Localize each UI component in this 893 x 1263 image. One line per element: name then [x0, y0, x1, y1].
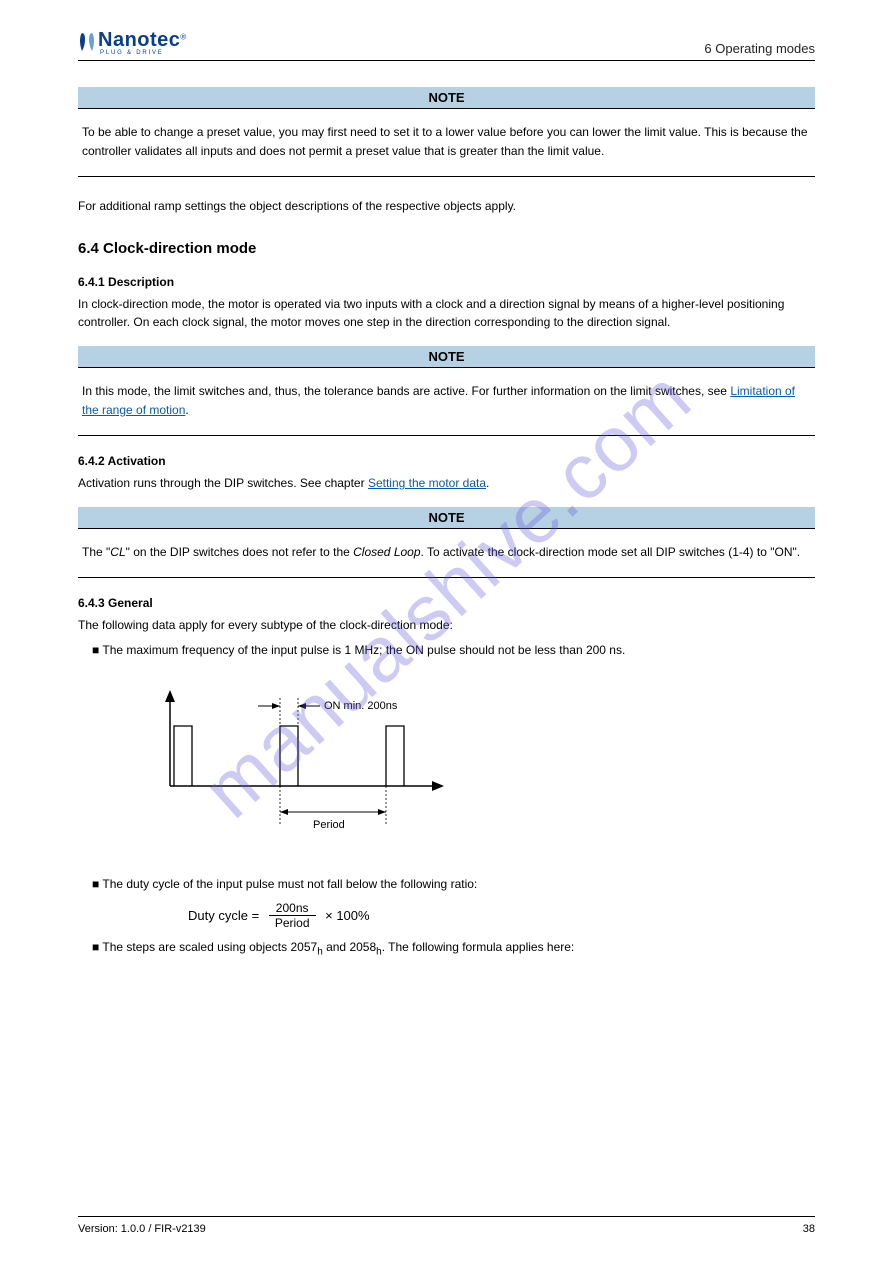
text: The steps are scaled using objects 2057: [102, 940, 317, 954]
heading-activation: 6.4.2 Activation: [78, 454, 815, 468]
note-body: To be able to change a preset value, you…: [78, 109, 815, 177]
page-section-label: 6 Operating modes: [704, 41, 815, 56]
text: The duty cycle of the input pulse must n…: [102, 877, 477, 891]
formula-den: Period: [269, 916, 316, 930]
logo-mark-icon: [78, 31, 96, 55]
footer-version: Version: 1.0.0 / FIR-v2139: [78, 1223, 206, 1235]
formula-rhs: × 100%: [325, 908, 369, 923]
paragraph: For additional ramp settings the object …: [78, 197, 815, 216]
note-box-3: NOTE The "CL" on the DIP switches does n…: [78, 507, 815, 579]
text: . The following formula applies here:: [382, 940, 575, 954]
period-label: Period: [313, 819, 345, 831]
heading-general: 6.4.3 General: [78, 596, 815, 610]
timing-diagram: ON min. 200ns Period: [138, 676, 468, 856]
logo: Nanotec® PLUG & DRIVE: [78, 30, 186, 56]
text: Activation runs through the DIP switches…: [78, 476, 368, 490]
note-text: To be able to change a preset value, you…: [82, 123, 811, 160]
formula-lhs: Duty cycle: [188, 908, 248, 923]
formula-num: 200ns: [269, 901, 316, 916]
logo-subtitle: PLUG & DRIVE: [100, 50, 186, 56]
heading-description: 6.4.1 Description: [78, 275, 815, 289]
page-footer: Version: 1.0.0 / FIR-v2139 38: [78, 1216, 815, 1235]
link-setting-motor-data[interactable]: Setting the motor data: [368, 476, 486, 490]
text: The maximum frequency of the input pulse…: [102, 643, 625, 657]
note-title: NOTE: [78, 87, 815, 109]
bullet-steps: ■ The steps are scaled using objects 205…: [92, 938, 815, 960]
footer-rule: [78, 1216, 815, 1217]
text: and: [323, 940, 350, 954]
note-text: The "CL" on the DIP switches does not re…: [82, 543, 811, 562]
bullet-duty: ■ The duty cycle of the input pulse must…: [92, 875, 815, 894]
general-paragraph: The following data apply for every subty…: [78, 616, 815, 635]
note-title: NOTE: [78, 346, 815, 368]
on-min-label: ON min. 200ns: [324, 700, 398, 712]
logo-reg-icon: ®: [180, 33, 186, 42]
footer-page-number: 38: [803, 1223, 815, 1235]
description-paragraph: In clock-direction mode, the motor is op…: [78, 295, 815, 332]
note-box-2: NOTE In this mode, the limit switches an…: [78, 346, 815, 436]
link-limitation[interactable]: Limitation of the range of motion: [82, 384, 795, 417]
note-title: NOTE: [78, 507, 815, 529]
note-box-1: NOTE To be able to change a preset value…: [78, 87, 815, 177]
page-header: Nanotec® PLUG & DRIVE 6 Operating modes: [78, 30, 815, 56]
logo-word: Nanotec: [98, 29, 180, 51]
bullet-freq: ■ The maximum frequency of the input pul…: [92, 641, 815, 660]
text: 2058: [349, 940, 376, 954]
heading-clock-direction: 6.4 Clock-direction mode: [78, 240, 815, 257]
formula-frac: 200ns Period: [269, 901, 316, 930]
note-text: In this mode, the limit switches and, th…: [82, 382, 811, 419]
header-rule: [78, 60, 815, 61]
ital-text: Closed Loop: [353, 545, 420, 559]
text: .: [486, 476, 489, 490]
ital-text: CL: [110, 545, 125, 559]
activation-paragraph: Activation runs through the DIP switches…: [78, 474, 815, 493]
note-body: In this mode, the limit switches and, th…: [78, 368, 815, 436]
note-body: The "CL" on the DIP switches does not re…: [78, 529, 815, 579]
duty-cycle-formula: Duty cycle = 200ns Period × 100%: [188, 901, 815, 930]
